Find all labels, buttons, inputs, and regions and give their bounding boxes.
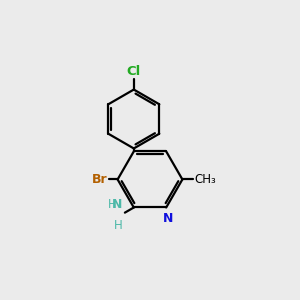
Text: CH₃: CH₃ [194,173,216,186]
Text: H: H [108,198,117,211]
Text: N: N [163,212,173,225]
Text: Br: Br [92,173,107,186]
Text: N: N [112,198,122,211]
Text: H: H [114,219,122,232]
Text: Cl: Cl [127,65,141,78]
